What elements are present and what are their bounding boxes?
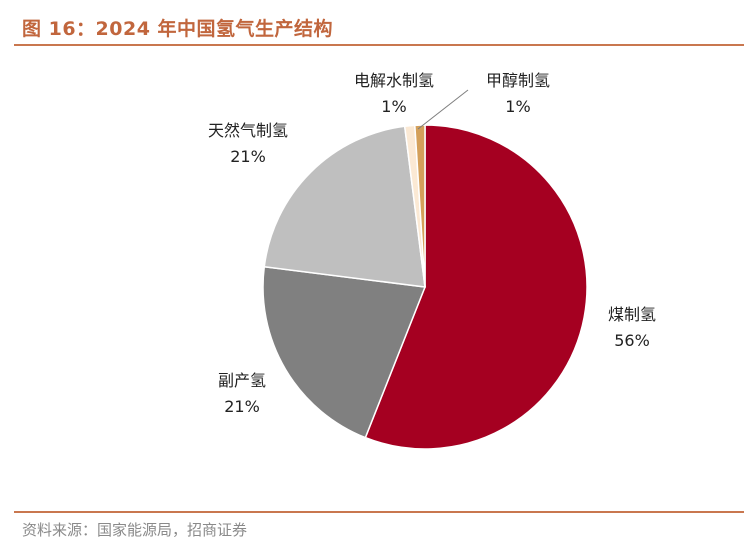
- slice-value-electrolysis: 1%: [381, 97, 406, 116]
- slice-value-byproduct: 21%: [224, 397, 260, 416]
- slice-name-coal: 煤制氢: [608, 305, 656, 324]
- slice-value-natural-gas: 21%: [230, 147, 266, 166]
- slice-name-methanol: 甲醇制氢: [486, 71, 550, 90]
- slice-name-electrolysis: 电解水制氢: [354, 71, 434, 90]
- source-note: 资料来源：国家能源局，招商证券: [22, 521, 248, 539]
- slice-value-methanol: 1%: [505, 97, 530, 116]
- slice-name-byproduct: 副产氢: [218, 371, 266, 390]
- footer-divider: [14, 511, 744, 513]
- pie-slice-natural-gas: [263, 125, 426, 288]
- pie-slice-coal: [364, 124, 588, 450]
- figure-title: 图 16：2024 年中国氢气生产结构: [22, 18, 334, 40]
- title-divider: [14, 44, 744, 46]
- pie-slice-methanol: [414, 124, 426, 288]
- pie-slice-byproduct: [262, 265, 427, 439]
- slice-name-natural-gas: 天然气制氢: [208, 121, 288, 140]
- pie-slices: [262, 124, 588, 450]
- label-leader-line: [417, 89, 469, 130]
- slice-value-coal: 56%: [614, 331, 650, 350]
